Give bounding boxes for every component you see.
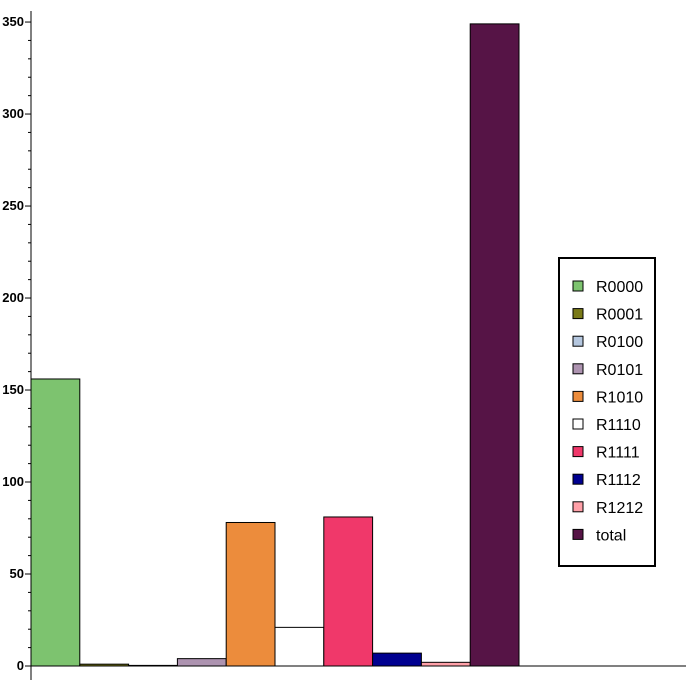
- y-tick-label: 300: [2, 106, 24, 121]
- legend-label: R1111: [596, 445, 640, 462]
- legend-items: R0000 R0001 R0100 R0101 R1010 R1110 R1111 R1112…: [572, 279, 643, 544]
- bar-r1110: [274, 626, 325, 667]
- bar-r0000: [30, 378, 81, 667]
- bar-r1112: [372, 652, 422, 667]
- bar-r0101: [176, 658, 227, 667]
- legend-label: R0001: [596, 307, 643, 324]
- legend-swatch: [572, 335, 584, 347]
- legend-swatch: [572, 418, 584, 430]
- bar-r1111: [323, 516, 374, 667]
- y-tick-label: 350: [2, 14, 24, 29]
- legend-label: R0101: [596, 362, 643, 379]
- legend-label: total: [596, 527, 626, 544]
- legend-swatch: [572, 308, 584, 320]
- y-tick-label: 50: [10, 566, 24, 581]
- legend-swatch: [572, 528, 584, 540]
- y-tick-label: 250: [2, 198, 24, 213]
- legend-label: R1212: [596, 500, 643, 517]
- bars: [30, 23, 520, 667]
- y-axis-ticks: 0 50 100 150 200 250 300 350: [2, 14, 31, 673]
- legend-swatch: [572, 390, 584, 402]
- legend-label: R0000: [596, 279, 643, 296]
- bar-r1010: [225, 521, 276, 667]
- legend-box: [558, 257, 656, 567]
- legend-label: R1010: [596, 389, 643, 406]
- legend: R0000 R0001 R0100 R0101 R1010 R1110 R1111 R1112…: [558, 257, 656, 567]
- bar-r1212: [420, 661, 471, 667]
- legend-swatch: [572, 446, 584, 458]
- legend-swatch: [572, 280, 584, 292]
- legend-label: R1110: [596, 417, 641, 434]
- y-tick-label: 150: [2, 382, 24, 397]
- legend-swatch: [572, 363, 584, 375]
- y-tick-label: 0: [17, 658, 24, 673]
- y-tick-label: 200: [2, 290, 24, 305]
- bar-total: [469, 23, 520, 667]
- legend-swatch: [572, 501, 584, 513]
- y-tick-label: 100: [2, 474, 24, 489]
- legend-label: R0100: [596, 334, 643, 351]
- legend-swatch: [572, 473, 584, 485]
- legend-label: R1112: [596, 472, 641, 489]
